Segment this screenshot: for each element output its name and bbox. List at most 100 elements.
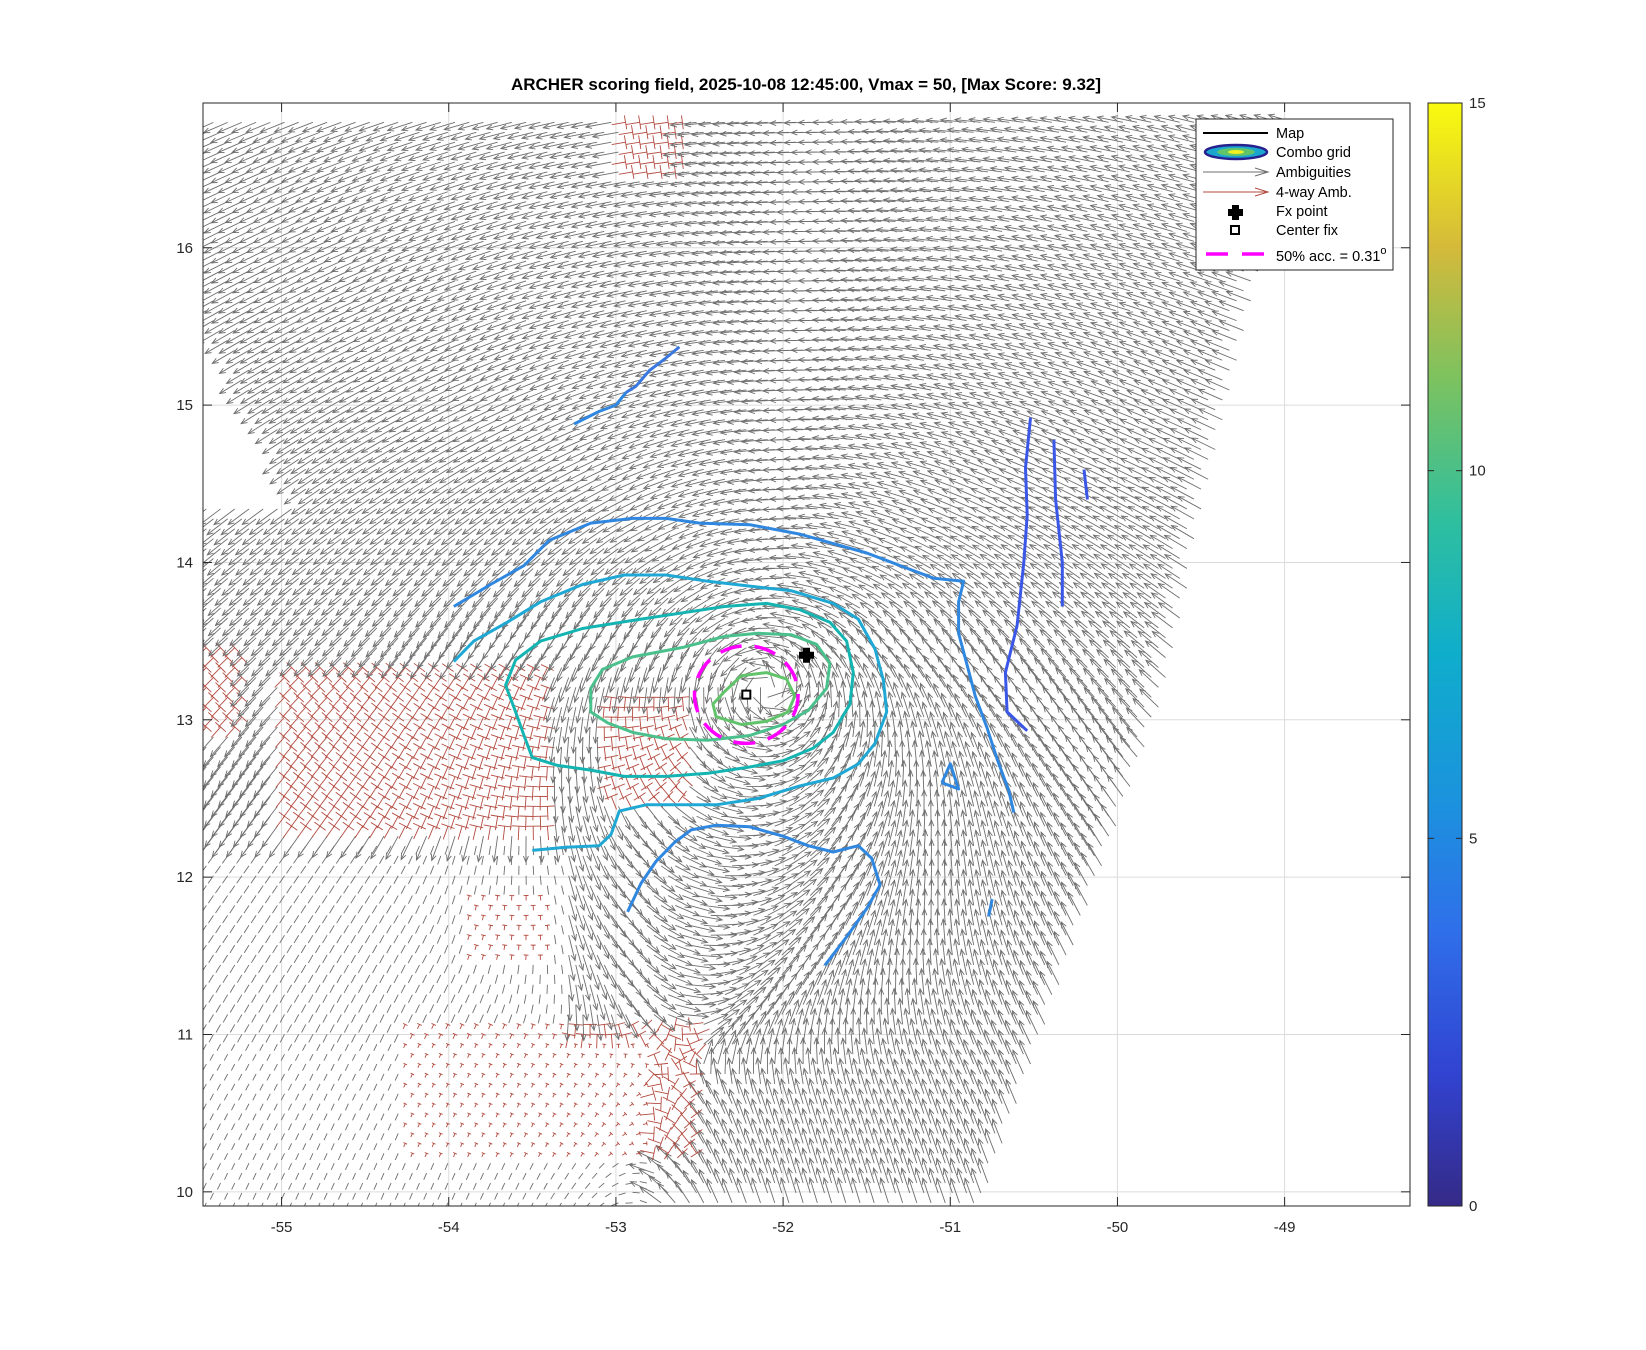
- four-way-ambiguity-cross: [445, 1102, 450, 1105]
- ambiguity-vector: [865, 1098, 875, 1124]
- ambiguity-vector: [698, 1149, 712, 1174]
- ambiguity-vector: [209, 1133, 214, 1141]
- ambiguity-vector: [375, 1202, 378, 1206]
- ambiguity-vector: [625, 1162, 633, 1166]
- ambiguity-arrowhead: [822, 1077, 829, 1086]
- four-way-ambiguity-vector: [410, 1153, 413, 1158]
- ambiguity-vector: [736, 1118, 747, 1144]
- ambiguity-vector: [458, 1163, 463, 1171]
- ambiguity-arrowhead: [830, 1147, 836, 1155]
- ambiguity-vector: [209, 1093, 214, 1101]
- four-way-ambiguity-cross: [495, 1092, 500, 1096]
- ambiguity-arrowhead: [942, 1088, 949, 1096]
- four-way-ambiguity-cross: [670, 1137, 681, 1150]
- ambiguity-vector: [823, 1118, 833, 1144]
- ambiguity-arrowhead: [851, 1137, 857, 1145]
- ambiguity-vector: [639, 1162, 647, 1164]
- ambiguity-arrowhead: [872, 1147, 879, 1155]
- ambiguity-arrowhead: [743, 1167, 750, 1175]
- ambiguity-vector: [252, 1192, 257, 1200]
- four-way-ambiguity-cross: [431, 1142, 436, 1145]
- four-way-ambiguity-vector: [509, 1133, 513, 1138]
- ambiguity-arrowhead: [736, 1078, 742, 1086]
- four-way-ambiguity-cross: [524, 1132, 529, 1135]
- ambiguity-vector: [488, 1202, 491, 1206]
- four-way-ambiguity-cross: [645, 1121, 648, 1126]
- ambiguity-vector: [766, 1118, 776, 1144]
- ambiguity-vector: [950, 1118, 960, 1144]
- ambiguity-vector: [977, 1099, 989, 1124]
- ambiguity-arrowhead: [837, 1137, 843, 1145]
- ambiguity-arrowhead: [977, 1078, 984, 1087]
- ambiguity-vector: [879, 1098, 889, 1124]
- four-way-ambiguity-vector: [566, 1153, 570, 1157]
- ambiguity-vector: [309, 1153, 314, 1161]
- four-way-ambiguity-cross: [509, 1132, 514, 1135]
- ambiguity-vector: [744, 1128, 754, 1154]
- ambiguity-vector: [787, 1128, 797, 1154]
- ambiguity-vector: [780, 1118, 790, 1144]
- ambiguity-arrowhead: [788, 1067, 795, 1075]
- ambiguity-arrowhead: [758, 1167, 765, 1175]
- four-way-ambiguity-cross: [566, 1151, 571, 1155]
- four-way-ambiguity-cross: [474, 1122, 479, 1125]
- ambiguity-vector: [802, 1167, 811, 1194]
- ambiguity-arrowhead: [822, 1137, 829, 1145]
- ambiguity-arrowhead: [893, 1117, 900, 1126]
- ambiguity-vector: [584, 1182, 591, 1189]
- ambiguity-arrowhead: [801, 1127, 808, 1135]
- ambiguity-arrowhead: [829, 1087, 836, 1096]
- four-way-ambiguity-vector: [445, 1083, 449, 1088]
- ambiguity-arrowhead: [629, 1181, 638, 1187]
- ambiguity-vector: [238, 1192, 243, 1200]
- ambiguity-vector: [571, 1182, 577, 1190]
- ambiguity-arrowhead: [907, 1097, 914, 1106]
- ambiguity-arrowhead: [706, 1158, 713, 1166]
- ambiguity-arrowhead: [736, 1177, 743, 1185]
- ambiguity-arrowhead: [674, 1160, 681, 1169]
- four-way-ambiguity-cross: [460, 1082, 465, 1086]
- ambiguity-vector: [858, 1148, 868, 1174]
- ambiguity-vector: [416, 1182, 420, 1190]
- ambiguity-vector: [465, 1192, 470, 1200]
- ambiguity-arrowhead: [858, 1067, 864, 1076]
- ambiguity-arrowhead: [758, 1087, 765, 1096]
- ambiguity-vector: [444, 1163, 449, 1171]
- ambiguity-arrowhead: [830, 1166, 836, 1175]
- ambiguity-vector: [964, 1138, 975, 1164]
- ambiguity-vector: [295, 1133, 300, 1141]
- four-way-ambiguity-cross: [552, 1092, 557, 1096]
- ambiguity-vector: [252, 1093, 257, 1101]
- four-way-ambiguity-vector: [488, 1143, 491, 1148]
- ambiguity-vector: [830, 1128, 840, 1154]
- ambiguity-arrowhead: [815, 1107, 822, 1116]
- four-way-ambiguity-cross: [588, 1122, 592, 1125]
- ambiguity-vector: [203, 1143, 207, 1151]
- ambiguity-vector: [494, 1192, 499, 1200]
- ambiguity-vector: [437, 1172, 442, 1180]
- ambiguity-vector: [893, 1098, 904, 1124]
- ambiguity-vector: [480, 1192, 484, 1200]
- ambiguity-arrowhead: [706, 1178, 713, 1186]
- ambiguity-vector: [273, 1103, 278, 1111]
- ambiguity-vector: [736, 1138, 747, 1164]
- ambiguity-vector: [332, 1202, 335, 1206]
- ambiguity-arrowhead: [964, 1157, 970, 1166]
- ambiguity-arrowhead: [921, 1137, 928, 1146]
- ambiguity-vector: [795, 1098, 804, 1124]
- ambiguity-vector: [773, 1088, 783, 1114]
- four-way-ambiguity-vector: [647, 1120, 662, 1124]
- four-way-ambiguity-vector: [438, 1133, 442, 1138]
- ambiguity-vector: [844, 1088, 854, 1114]
- ambiguity-vector: [330, 1182, 335, 1190]
- ambiguity-arrowhead: [688, 1081, 695, 1089]
- ambiguity-arrowhead: [872, 1107, 878, 1116]
- four-way-ambiguity-cross: [609, 1092, 614, 1096]
- four-way-ambiguity-vector: [559, 1123, 562, 1128]
- ambiguity-vector: [780, 1098, 790, 1124]
- ambiguity-vector: [949, 1079, 960, 1104]
- ambiguity-arrowhead: [985, 1127, 991, 1136]
- ambiguity-vector: [209, 1172, 214, 1180]
- ambiguity-vector: [373, 1083, 378, 1091]
- four-way-ambiguity-vector: [552, 1153, 555, 1157]
